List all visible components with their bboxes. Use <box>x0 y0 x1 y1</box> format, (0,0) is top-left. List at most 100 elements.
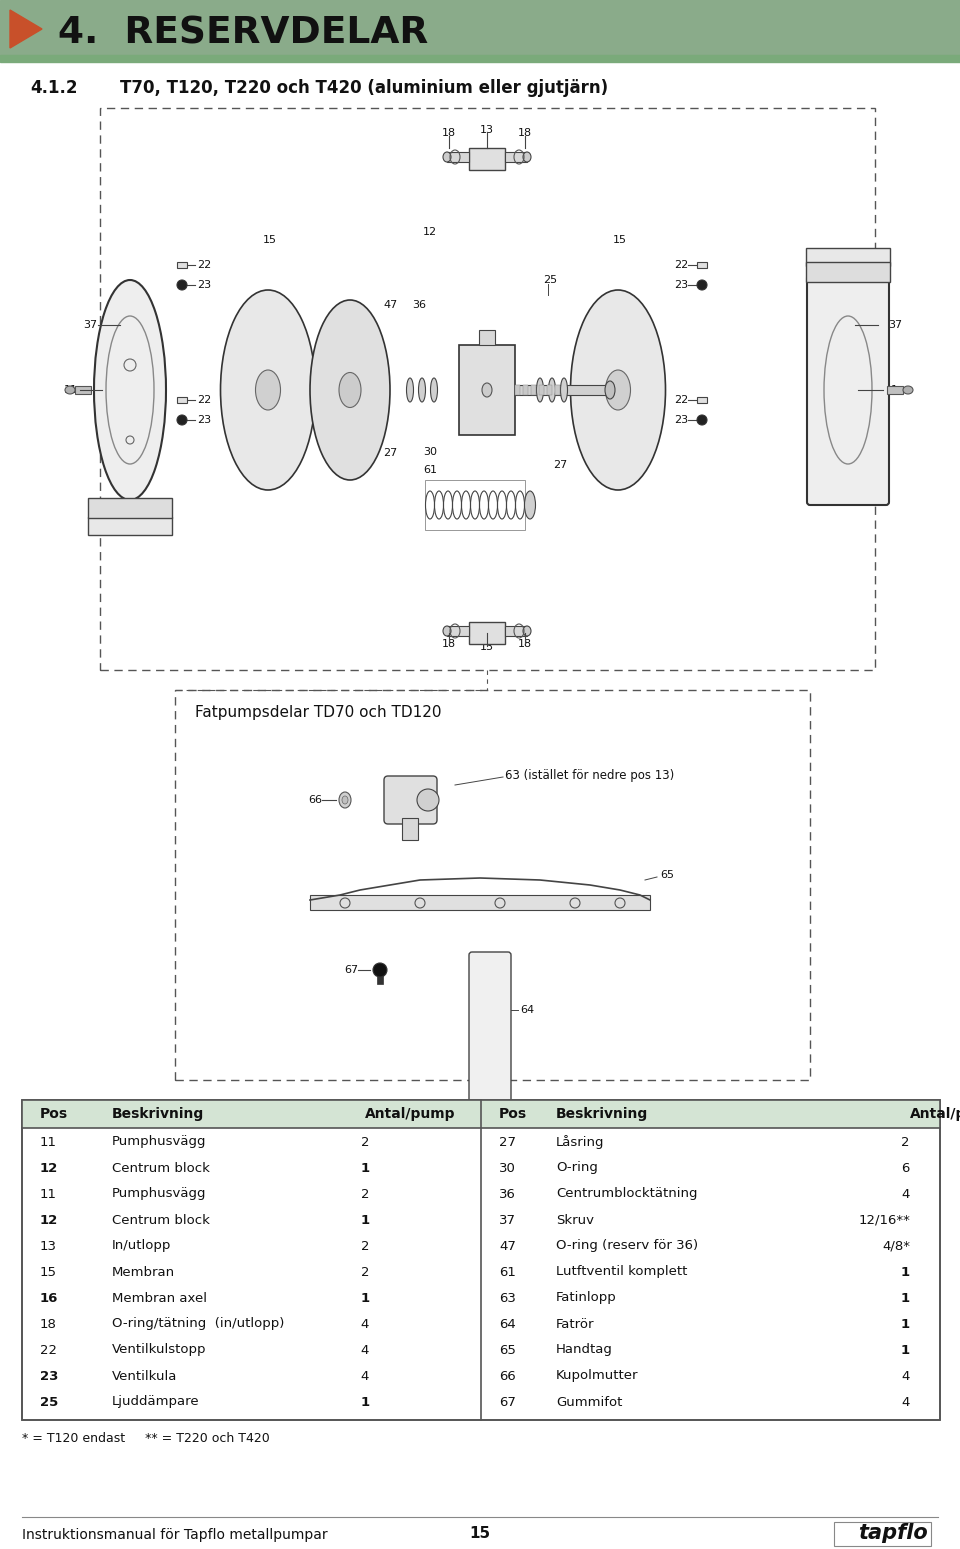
Text: 2: 2 <box>361 1239 370 1253</box>
Text: 36: 36 <box>499 1188 516 1200</box>
Bar <box>697 397 707 403</box>
Ellipse shape <box>65 386 75 393</box>
Text: 2: 2 <box>361 1266 370 1278</box>
Bar <box>402 818 418 840</box>
Text: Lutftventil komplett: Lutftventil komplett <box>556 1266 687 1278</box>
Ellipse shape <box>94 280 166 500</box>
Bar <box>0 56 960 62</box>
Ellipse shape <box>903 386 913 393</box>
Bar <box>0 0 960 56</box>
Bar <box>177 262 187 268</box>
Ellipse shape <box>605 381 615 400</box>
Bar <box>377 963 383 984</box>
Bar <box>505 626 527 637</box>
Text: Kupolmutter: Kupolmutter <box>556 1369 638 1383</box>
Text: 12/16**: 12/16** <box>858 1213 910 1227</box>
Text: 11: 11 <box>40 1188 57 1200</box>
Ellipse shape <box>373 963 387 977</box>
Text: 47: 47 <box>499 1239 516 1253</box>
FancyBboxPatch shape <box>459 345 515 435</box>
Text: 27: 27 <box>383 448 397 459</box>
Text: 2: 2 <box>361 1188 370 1200</box>
Text: 16: 16 <box>630 410 644 420</box>
Text: 63: 63 <box>499 1292 516 1304</box>
Bar <box>481 1100 940 1128</box>
Bar <box>447 626 469 637</box>
Text: 47: 47 <box>384 301 398 310</box>
Text: Instruktionsmanual för Tapflo metallpumpar: Instruktionsmanual för Tapflo metallpump… <box>22 1527 327 1541</box>
Bar <box>425 480 525 530</box>
Ellipse shape <box>310 301 390 480</box>
Text: 65: 65 <box>499 1343 516 1357</box>
Text: O-ring/tätning  (in/utlopp): O-ring/tätning (in/utlopp) <box>112 1318 284 1331</box>
Bar <box>523 386 528 395</box>
Ellipse shape <box>430 378 438 403</box>
Text: * = T120 endast     ** = T220 och T420: * = T120 endast ** = T220 och T420 <box>22 1431 270 1445</box>
Text: Pumphusvägg: Pumphusvägg <box>112 1188 206 1200</box>
Text: T70, T120, T220 och T420 (aluminium eller gjutjärn): T70, T120, T220 och T420 (aluminium elle… <box>120 79 608 98</box>
FancyBboxPatch shape <box>807 276 889 505</box>
Text: 16: 16 <box>40 1292 59 1304</box>
Ellipse shape <box>537 378 543 403</box>
Text: 64: 64 <box>499 1318 516 1331</box>
Text: 27: 27 <box>553 460 567 469</box>
Ellipse shape <box>570 290 665 489</box>
Bar <box>310 895 650 909</box>
Bar <box>539 386 544 395</box>
Ellipse shape <box>548 378 556 403</box>
Text: 37: 37 <box>888 321 902 330</box>
Ellipse shape <box>342 796 348 804</box>
Text: 6: 6 <box>901 1162 910 1174</box>
Circle shape <box>697 415 707 424</box>
Text: 11: 11 <box>40 1135 57 1148</box>
Bar <box>22 1100 481 1128</box>
Text: 1: 1 <box>360 1292 370 1304</box>
Text: 13: 13 <box>480 641 494 652</box>
Text: Beskrivning: Beskrivning <box>556 1108 648 1121</box>
Bar <box>22 1100 940 1420</box>
Text: Ventilkulstopp: Ventilkulstopp <box>112 1343 206 1357</box>
Text: 1: 1 <box>360 1213 370 1227</box>
Text: Membran: Membran <box>112 1266 175 1278</box>
Text: 23: 23 <box>674 415 688 424</box>
Ellipse shape <box>417 788 439 812</box>
Text: 64: 64 <box>520 1005 534 1015</box>
Ellipse shape <box>524 491 536 519</box>
FancyBboxPatch shape <box>469 623 505 644</box>
Bar <box>887 386 903 393</box>
Text: 37: 37 <box>499 1213 516 1227</box>
Text: Ventilkula: Ventilkula <box>112 1369 178 1383</box>
Bar <box>515 386 520 395</box>
Text: 22: 22 <box>197 260 211 270</box>
Text: 1: 1 <box>360 1396 370 1408</box>
Circle shape <box>697 280 707 290</box>
FancyBboxPatch shape <box>469 149 505 170</box>
Text: 1: 1 <box>900 1292 910 1304</box>
Bar <box>88 517 172 534</box>
Ellipse shape <box>406 378 414 403</box>
Text: 12: 12 <box>40 1213 59 1227</box>
Text: 4.1.2: 4.1.2 <box>30 79 78 98</box>
Text: 15: 15 <box>613 235 627 245</box>
FancyBboxPatch shape <box>384 776 437 824</box>
Bar <box>555 386 560 395</box>
Text: 22: 22 <box>197 395 211 404</box>
Text: Pos: Pos <box>499 1108 527 1121</box>
Text: 4.  RESERVDELAR: 4. RESERVDELAR <box>58 15 428 51</box>
Text: Centrumblocktätning: Centrumblocktätning <box>556 1188 698 1200</box>
Bar <box>806 262 890 282</box>
Bar <box>515 386 610 395</box>
Text: 22: 22 <box>674 260 688 270</box>
Text: 25: 25 <box>40 1396 59 1408</box>
Bar <box>175 689 810 1080</box>
Text: 23: 23 <box>40 1369 59 1383</box>
Ellipse shape <box>443 626 451 637</box>
Text: 36: 36 <box>412 301 426 310</box>
Text: 4: 4 <box>901 1188 910 1200</box>
Text: 67: 67 <box>344 965 358 974</box>
Text: 2: 2 <box>901 1135 910 1148</box>
Ellipse shape <box>443 152 451 163</box>
Text: 18: 18 <box>518 640 532 649</box>
Text: 18: 18 <box>518 129 532 138</box>
Text: 63 (istället för nedre pos 13): 63 (istället för nedre pos 13) <box>505 768 674 782</box>
